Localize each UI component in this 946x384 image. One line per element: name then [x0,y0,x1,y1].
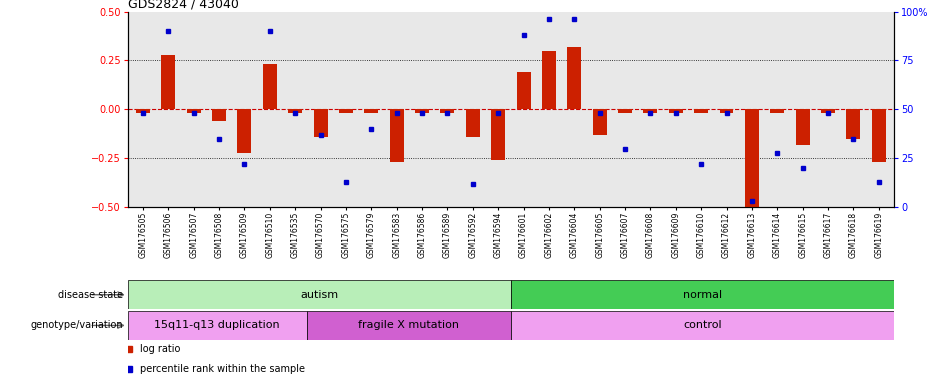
Text: control: control [683,320,722,331]
Bar [237,109,252,152]
Bar [872,109,885,162]
Bar [517,72,531,109]
Bar [465,109,480,137]
Bar [694,109,709,113]
Bar [643,109,657,113]
Bar [511,311,894,340]
Bar [313,109,327,137]
Text: percentile rank within the sample: percentile rank within the sample [140,364,305,374]
Bar [162,55,175,109]
Text: 15q11-q13 duplication: 15q11-q13 duplication [154,320,280,331]
Text: autism: autism [300,290,339,300]
Bar [770,109,784,113]
Bar [847,109,860,139]
Bar [212,109,226,121]
Bar [390,109,404,162]
Bar [568,47,581,109]
Bar [136,109,149,113]
Bar [128,280,511,309]
Bar [415,109,429,113]
Bar [491,109,505,161]
Bar [796,109,810,145]
Text: genotype/variation: genotype/variation [30,320,123,331]
Bar [542,51,556,109]
Bar [821,109,835,113]
Bar [339,109,353,113]
Text: disease state: disease state [58,290,123,300]
Bar [511,280,894,309]
Text: normal: normal [683,290,722,300]
Bar [263,65,277,109]
Bar [128,311,307,340]
Bar [364,109,378,113]
Bar [720,109,733,113]
Bar [618,109,632,113]
Bar [592,109,606,135]
Bar [669,109,683,113]
Bar [441,109,454,113]
Text: fragile X mutation: fragile X mutation [359,320,459,331]
Bar [307,311,511,340]
Text: GDS2824 / 43040: GDS2824 / 43040 [128,0,238,10]
Bar [186,109,201,113]
Bar [745,109,759,207]
Bar [289,109,302,113]
Text: log ratio: log ratio [140,344,181,354]
